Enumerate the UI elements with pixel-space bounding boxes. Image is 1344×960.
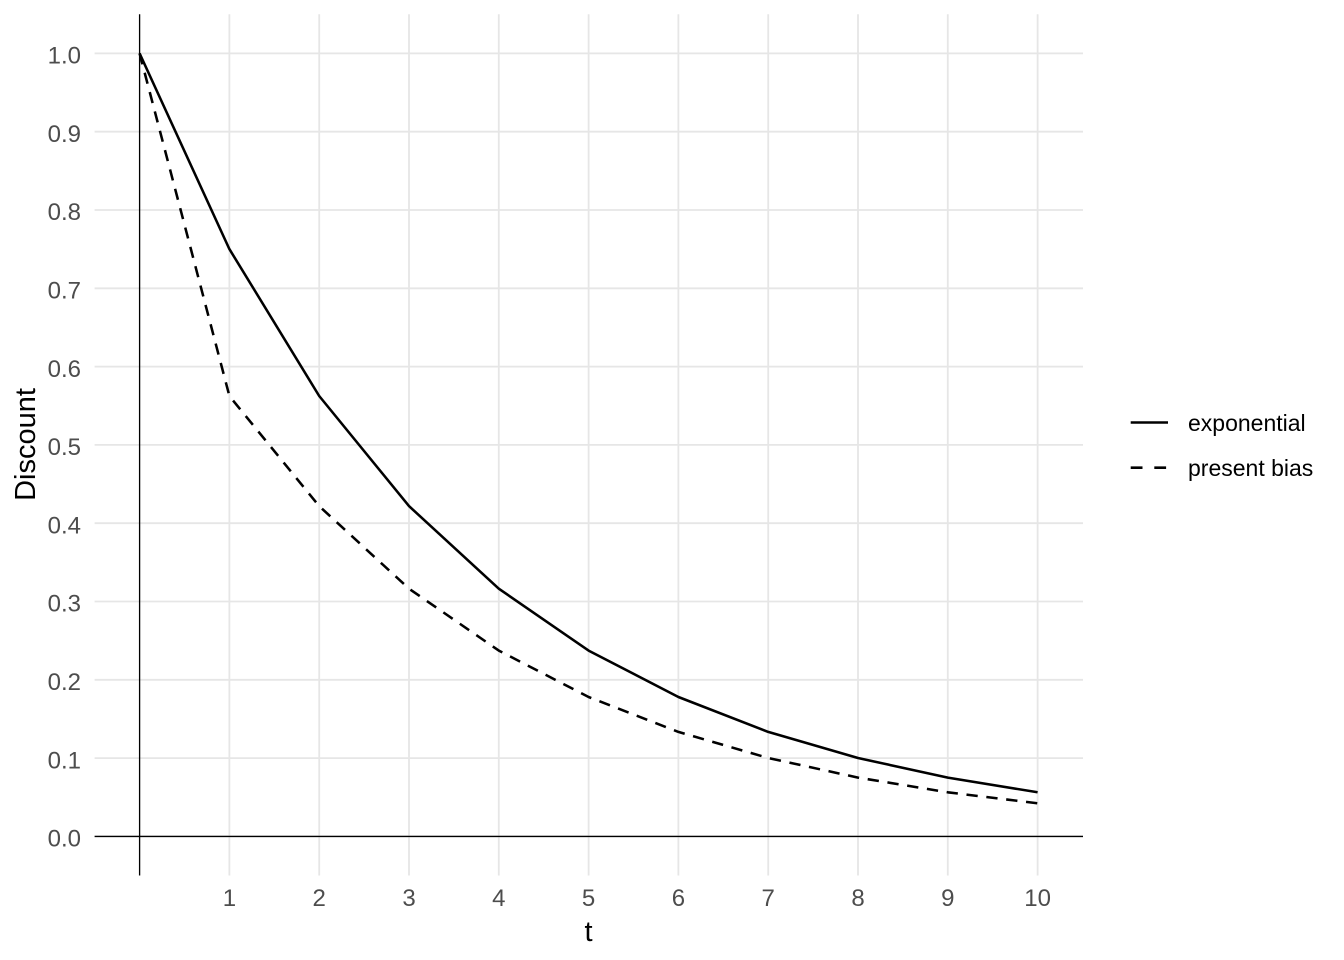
svg-text:t: t [584, 916, 592, 948]
svg-text:10: 10 [1024, 885, 1051, 912]
svg-text:7: 7 [762, 885, 775, 912]
svg-text:5: 5 [582, 885, 595, 912]
svg-text:2: 2 [313, 885, 326, 912]
svg-text:0.0: 0.0 [48, 826, 81, 853]
svg-text:Discount: Discount [10, 388, 42, 501]
svg-text:8: 8 [851, 885, 864, 912]
svg-text:present bias: present bias [1188, 455, 1313, 481]
svg-text:0.4: 0.4 [48, 512, 81, 539]
svg-text:0.6: 0.6 [48, 356, 81, 383]
svg-text:0.8: 0.8 [48, 199, 81, 226]
svg-text:3: 3 [402, 885, 415, 912]
svg-text:0.9: 0.9 [48, 121, 81, 148]
svg-text:4: 4 [492, 885, 505, 912]
svg-text:0.1: 0.1 [48, 747, 81, 774]
svg-text:0.7: 0.7 [48, 278, 81, 305]
svg-text:1: 1 [223, 885, 236, 912]
svg-text:1.0: 1.0 [48, 43, 81, 70]
svg-text:0.3: 0.3 [48, 591, 81, 618]
svg-text:6: 6 [672, 885, 685, 912]
svg-text:exponential: exponential [1188, 410, 1306, 436]
svg-text:0.2: 0.2 [48, 669, 81, 696]
svg-text:0.5: 0.5 [48, 434, 81, 461]
svg-text:9: 9 [941, 885, 954, 912]
